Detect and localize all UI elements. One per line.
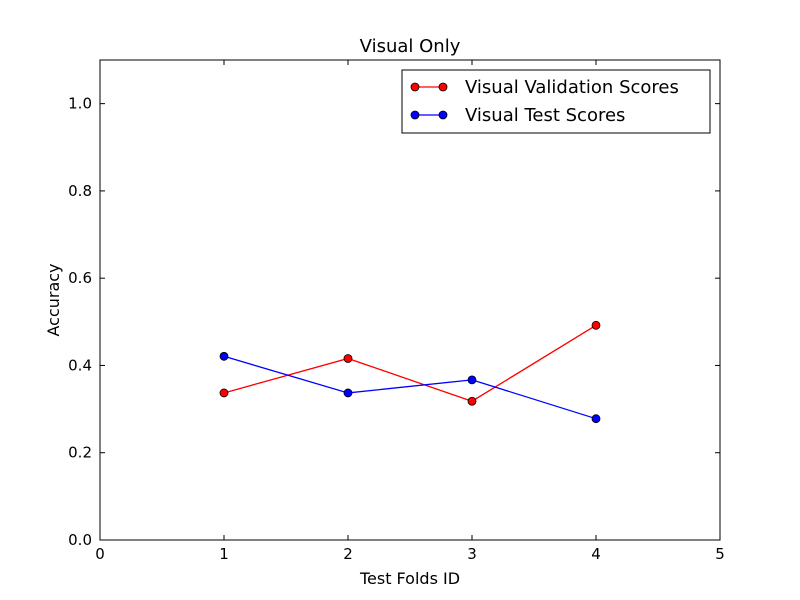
x-tick-label: 4 <box>591 545 601 563</box>
legend-label: Visual Validation Scores <box>465 77 679 98</box>
legend-marker <box>410 110 420 120</box>
data-point <box>467 375 477 385</box>
x-tick-label: 2 <box>343 545 353 563</box>
x-tick-label: 1 <box>219 545 229 563</box>
data-point <box>343 354 353 363</box>
plot-content <box>219 320 601 424</box>
y-axis-label: Accuracy <box>44 263 63 336</box>
y-tick-label: 0.2 <box>68 444 92 462</box>
y-tick-label: 0.6 <box>68 269 92 287</box>
y-tick-label: 0.4 <box>68 356 92 374</box>
plot-frame <box>99 59 721 541</box>
chart-title: Visual Only <box>360 36 461 57</box>
y-tick-label: 0.8 <box>68 182 92 200</box>
data-point <box>343 388 353 398</box>
legend: Visual Validation Scores Visual Test Scor… <box>401 69 711 134</box>
legend-marker <box>438 82 448 92</box>
legend-label: Visual Test Scores <box>465 105 625 126</box>
y-tick-label: 1.0 <box>68 95 92 113</box>
legend-marker <box>410 82 420 92</box>
legend-box <box>401 69 711 134</box>
data-point <box>591 414 601 424</box>
x-axis: 0 1 2 3 4 5 <box>95 60 725 563</box>
y-axis: 0.0 0.2 0.4 0.6 0.8 1.0 <box>68 95 720 549</box>
data-point <box>467 396 477 406</box>
x-tick-label: 5 <box>715 545 725 563</box>
y-tick-label: 0.0 <box>68 531 92 549</box>
legend-marker <box>438 110 448 120</box>
x-tick-label: 0 <box>95 545 105 563</box>
x-tick-label: 3 <box>467 545 477 563</box>
series-line-1 <box>223 355 597 420</box>
data-point <box>591 320 601 330</box>
data-point <box>219 351 229 361</box>
x-axis-label: Test Folds ID <box>359 569 460 588</box>
series-line-0 <box>223 324 597 402</box>
data-point <box>219 388 229 398</box>
